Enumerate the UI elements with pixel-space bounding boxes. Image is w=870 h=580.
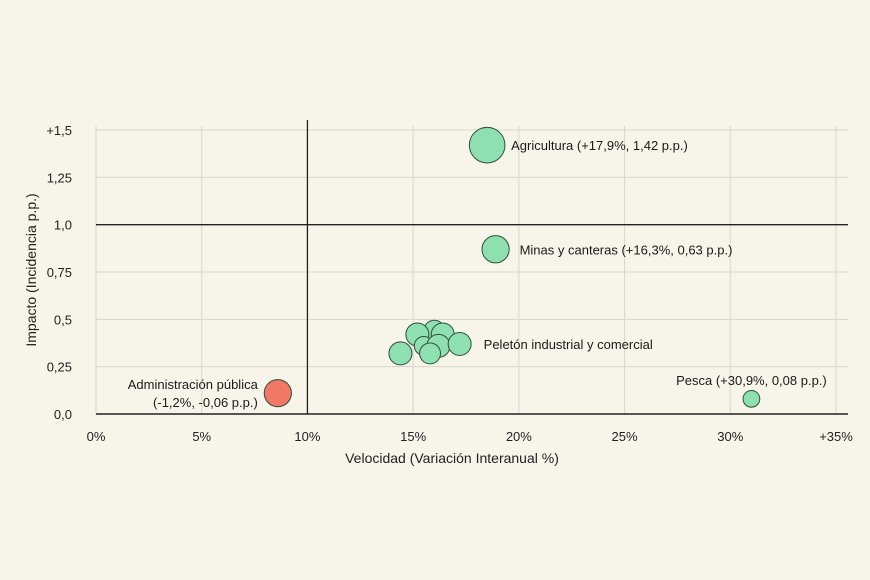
y-tick-label: 0,5 — [54, 312, 72, 327]
data-point — [468, 126, 506, 164]
data-point — [742, 390, 761, 408]
y-tick-label: 0,25 — [47, 360, 72, 375]
point-annotation: Agricultura (+17,9%, 1,42 p.p.) — [511, 138, 688, 153]
point-annotation: Minas y canteras (+16,3%, 0,63 p.p.) — [520, 242, 733, 257]
point-annotation: Administración pública — [128, 377, 259, 392]
x-tick-label: 5% — [192, 429, 211, 444]
reference-lines — [96, 120, 848, 414]
data-point-negative — [263, 379, 292, 408]
y-tick-label: 1,0 — [54, 218, 72, 233]
x-tick-label: 10% — [294, 429, 320, 444]
y-tick-label: 0,75 — [47, 265, 72, 280]
point-annotation: Pesca (+30,9%, 0,08 p.p.) — [676, 373, 827, 388]
y-axis-title: Impacto (Incidencia p.p.) — [23, 193, 39, 346]
y-tick-label: 0,0 — [54, 407, 72, 422]
x-tick-label: 20% — [506, 429, 532, 444]
data-points — [263, 126, 761, 408]
point-annotations: Agricultura (+17,9%, 1,42 p.p.) Minas y c… — [128, 138, 827, 410]
x-axis-title: Velocidad (Variación Interanual %) — [345, 450, 559, 466]
data-point — [481, 235, 510, 264]
x-tick-label: 0% — [87, 429, 106, 444]
x-axis-ticks: 0% 5% 10% 15% 20% 25% 30% +35% — [87, 429, 854, 444]
y-tick-label: 1,25 — [47, 170, 72, 185]
x-tick-label: 25% — [612, 429, 638, 444]
data-point — [447, 331, 472, 356]
data-point — [388, 341, 413, 366]
point-annotation: Peletón industrial y comercial — [484, 337, 653, 352]
x-tick-label: 30% — [717, 429, 743, 444]
y-axis-ticks: 0,0 0,25 0,5 0,75 1,0 1,25 +1,5 — [46, 123, 72, 422]
x-tick-label: +35% — [819, 429, 853, 444]
y-tick-label: +1,5 — [46, 123, 72, 138]
point-annotation: (-1,2%, -0,06 p.p.) — [153, 395, 258, 410]
grid-lines — [95, 126, 848, 415]
x-tick-label: 15% — [400, 429, 426, 444]
data-point — [419, 342, 442, 365]
